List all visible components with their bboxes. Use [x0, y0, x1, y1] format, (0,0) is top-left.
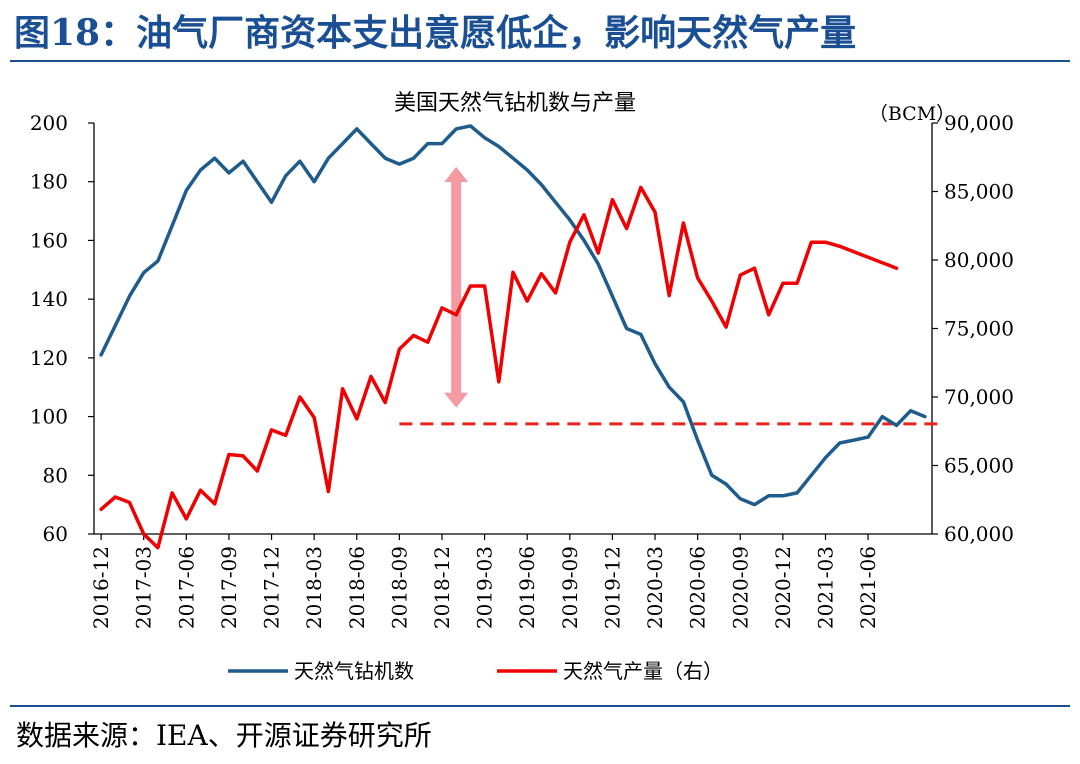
series-line-rig-count [99, 124, 927, 507]
legend-label-rig-count: 天然气钻机数 [294, 659, 414, 683]
left-tick-label: 80 [43, 463, 68, 487]
left-tick-label: 160 [30, 228, 68, 252]
source-divider [10, 705, 1070, 707]
x-tick-label: 2018-03 [302, 546, 326, 629]
right-tick-label: 90,000 [944, 111, 1014, 135]
x-tick-label: 2017-06 [174, 546, 198, 629]
x-tick-label: 2017-09 [217, 546, 241, 629]
left-tick-label: 120 [30, 346, 68, 370]
x-tick-label: 2018-09 [387, 546, 411, 629]
series-line-production [99, 185, 899, 550]
x-tick-label: 2020-12 [771, 546, 795, 629]
x-tick-label: 2018-12 [430, 546, 454, 629]
x-tick-label: 2019-06 [515, 546, 539, 629]
x-tick-label: 2020-03 [643, 546, 667, 629]
axes [93, 123, 933, 535]
arrow-head-up [444, 167, 469, 183]
right-tick-label: 80,000 [944, 248, 1014, 272]
right-tick-label: 85,000 [944, 180, 1014, 204]
right-tick-label: 60,000 [944, 522, 1014, 546]
left-tick-label: 200 [30, 111, 68, 135]
right-axis-ticks: 60,000 65,000 70,000 75,000 80,000 85,000 90,0… [932, 111, 1014, 546]
x-tick-label: 2019-03 [473, 546, 497, 629]
x-axis-ticks: 2016-12 2017-03 2017-06 2017-09 2017-12 2018-… [89, 534, 880, 629]
left-tick-label: 140 [30, 287, 68, 311]
decline-arrow [444, 167, 469, 408]
x-tick-label: 2017-12 [260, 546, 284, 629]
left-tick-label: 100 [30, 405, 68, 429]
x-tick-label: 2016-12 [89, 546, 113, 629]
x-tick-label: 2019-09 [558, 546, 582, 629]
x-tick-label: 2019-12 [600, 546, 624, 629]
legend-label-production: 天然气产量（右） [563, 659, 723, 683]
x-tick-label: 2020-09 [728, 546, 752, 629]
right-tick-label: 65,000 [944, 454, 1014, 478]
source-note: 数据来源：IEA、开源证券研究所 [16, 719, 432, 752]
x-tick-label: 2018-06 [345, 546, 369, 629]
x-tick-label: 2021-03 [813, 546, 837, 629]
right-axis-unit: （BCM） [869, 103, 955, 125]
left-tick-label: 60 [43, 522, 68, 546]
figure-title: 图18：油气厂商资本支出意愿低企，影响天然气产量 [14, 12, 857, 54]
chart-title: 美国天然气钻机数与产量 [394, 91, 636, 116]
x-tick-label: 2021-06 [856, 546, 880, 629]
legend: 天然气钻机数 天然气产量（右） [228, 659, 723, 683]
rig-count-production-chart: 美国天然气钻机数与产量 （BCM） 60 80 100 120 140 160 180 200… [30, 91, 1014, 683]
arrow-head-down [444, 392, 469, 408]
left-axis-ticks: 60 80 100 120 140 160 180 200 [30, 111, 94, 546]
x-tick-label: 2017-03 [132, 546, 156, 629]
right-tick-label: 75,000 [944, 317, 1014, 341]
right-tick-label: 70,000 [944, 385, 1014, 409]
series-lines [99, 124, 927, 550]
left-tick-label: 180 [30, 170, 68, 194]
title-divider [10, 60, 1070, 62]
arrow-shaft [451, 181, 462, 394]
x-tick-label: 2020-06 [686, 546, 710, 629]
